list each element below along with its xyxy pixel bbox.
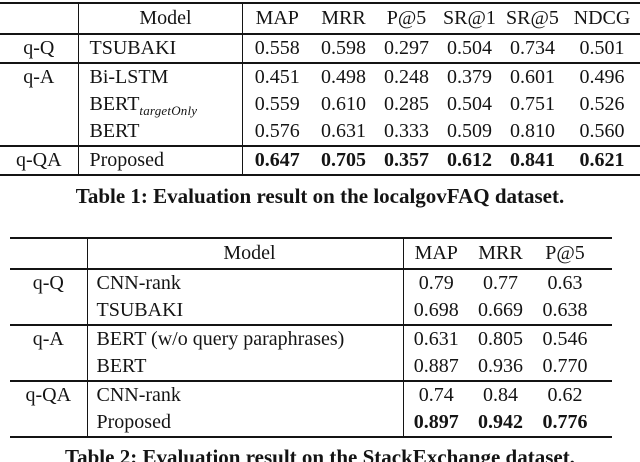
metric-cell: 0.601 — [510, 66, 555, 88]
metric-cell: 0.79 — [418, 272, 454, 294]
model-cell: TSUBAKI — [87, 297, 404, 325]
row-group-label: q-Q — [0, 34, 79, 63]
table-row-proposed: q-QA Proposed 0.647 0.705 0.357 0.612 0.… — [0, 146, 640, 175]
metric-cell: 0.248 — [384, 66, 429, 88]
model-cell: BERTtargetOnly — [78, 91, 243, 118]
metric-cell: 0.62 — [547, 384, 583, 406]
metric-cell: 0.698 — [413, 299, 459, 321]
table2-header-p5: P@5 — [545, 242, 585, 264]
table1-header-mrr: MRR — [321, 7, 366, 29]
metric-cell: 0.333 — [384, 120, 429, 142]
metric-cell: 0.526 — [579, 93, 625, 115]
metric-cell: 0.509 — [447, 120, 492, 142]
metric-cell: 0.841 — [510, 149, 555, 171]
table1-header-row: Model MAP MRR P@5 SR@1 SR@5 NDCG — [0, 3, 640, 34]
model-cell: CNN-rank — [87, 381, 404, 409]
metric-cell: 0.936 — [478, 355, 523, 377]
metric-cell: 0.63 — [547, 272, 583, 294]
metric-cell: 0.734 — [510, 37, 555, 59]
metric-cell: 0.612 — [447, 149, 492, 171]
table2-header-mrr: MRR — [478, 242, 523, 264]
metric-cell: 0.451 — [254, 66, 300, 88]
metric-cell: 0.810 — [510, 120, 555, 142]
results-table-stackexchange: Model MAP MRR P@5 q-Q CNN-rank 0.79 0.77… — [10, 237, 612, 438]
metric-cell: 0.610 — [321, 93, 366, 115]
row-group-label: q-A — [10, 325, 88, 382]
table-row: TSUBAKI 0.698 0.669 0.638 — [10, 297, 612, 325]
table-row: q-Q CNN-rank 0.79 0.77 0.63 — [10, 269, 612, 326]
model-cell: TSUBAKI — [78, 34, 243, 63]
metric-cell: 0.631 — [321, 120, 366, 142]
table1-header-sr5: SR@5 — [506, 7, 559, 29]
row-group-label: q-QA — [0, 146, 79, 175]
metric-cell: 0.297 — [384, 37, 429, 59]
table1-corner-cell — [0, 3, 79, 34]
metric-cell: 0.897 — [413, 411, 459, 433]
metric-cell: 0.647 — [254, 149, 300, 171]
metric-cell: 0.546 — [542, 328, 588, 350]
metric-cell: 0.285 — [384, 93, 429, 115]
table1-header-sr1: SR@1 — [443, 7, 496, 29]
metric-cell: 0.669 — [478, 299, 523, 321]
table-row: q-QA CNN-rank 0.74 0.84 0.62 — [10, 381, 612, 437]
table-row: BERT 0.887 0.936 0.770 — [10, 353, 612, 381]
model-name: BERT — [89, 93, 140, 115]
model-cell: CNN-rank — [87, 269, 404, 297]
metric-cell: 0.501 — [579, 37, 625, 59]
metric-cell: 0.74 — [418, 384, 454, 406]
table1-caption: Table 1: Evaluation result on the localg… — [75, 184, 565, 208]
model-cell: Proposed — [87, 409, 404, 437]
model-cell: BERT — [78, 118, 243, 146]
table-row: BERT 0.576 0.631 0.333 0.509 0.810 0.560 — [0, 118, 640, 146]
metric-cell: 0.560 — [579, 120, 625, 142]
table1-header-model: Model — [78, 3, 243, 34]
model-cell: Proposed — [78, 146, 243, 175]
metric-cell: 0.598 — [321, 37, 366, 59]
metric-cell: 0.621 — [579, 149, 625, 171]
metric-cell: 0.576 — [254, 120, 300, 142]
table2-header-model: Model — [87, 238, 404, 269]
metric-cell: 0.776 — [542, 411, 588, 433]
metric-cell: 0.357 — [384, 149, 429, 171]
table-row: q-Q TSUBAKI 0.558 0.598 0.297 0.504 0.73… — [0, 34, 640, 63]
table-row: q-A BERT (w/o query paraphrases) 0.631 0… — [10, 325, 612, 382]
results-table-localgovfaq: Model MAP MRR P@5 SR@1 SR@5 NDCG q-Q TSU… — [0, 2, 640, 176]
metric-cell: 0.705 — [321, 149, 366, 171]
row-group-label: q-Q — [10, 269, 88, 326]
table2-caption: Table 2: Evaluation result on the StackE… — [65, 445, 575, 462]
row-group-label: q-QA — [10, 381, 88, 437]
row-group-label: q-A — [0, 63, 79, 147]
table2-corner-cell — [10, 238, 88, 269]
metric-cell: 0.77 — [483, 272, 518, 294]
metric-cell: 0.751 — [510, 93, 555, 115]
table1-header-ndcg: NDCG — [573, 7, 631, 29]
model-cell: BERT (w/o query paraphrases) — [87, 325, 404, 353]
metric-cell: 0.559 — [254, 93, 300, 115]
table1-header-map: MAP — [255, 7, 299, 29]
table-row-proposed: Proposed 0.897 0.942 0.776 — [10, 409, 612, 437]
table2-header-row: Model MAP MRR P@5 — [10, 238, 612, 269]
metric-cell: 0.942 — [478, 411, 523, 433]
metric-cell: 0.504 — [447, 37, 492, 59]
metric-cell: 0.84 — [483, 384, 518, 406]
metric-cell: 0.504 — [447, 93, 492, 115]
table1-header-p5: P@5 — [386, 7, 427, 29]
metric-cell: 0.770 — [542, 355, 588, 377]
model-subscript: targetOnly — [139, 103, 198, 118]
table-row: BERTtargetOnly 0.559 0.610 0.285 0.504 0… — [0, 91, 640, 118]
metric-cell: 0.558 — [254, 37, 300, 59]
model-cell: BERT — [87, 353, 404, 381]
metric-cell: 0.498 — [321, 66, 366, 88]
metric-cell: 0.496 — [579, 66, 625, 88]
model-cell: Bi-LSTM — [78, 63, 243, 91]
metric-cell: 0.805 — [478, 328, 523, 350]
table2-header-map: MAP — [414, 242, 458, 264]
metric-cell: 0.638 — [542, 299, 588, 321]
table-row: q-A Bi-LSTM 0.451 0.498 0.248 0.379 0.60… — [0, 63, 640, 147]
metric-cell: 0.631 — [413, 328, 459, 350]
metric-cell: 0.379 — [447, 66, 492, 88]
metric-cell: 0.887 — [413, 355, 459, 377]
